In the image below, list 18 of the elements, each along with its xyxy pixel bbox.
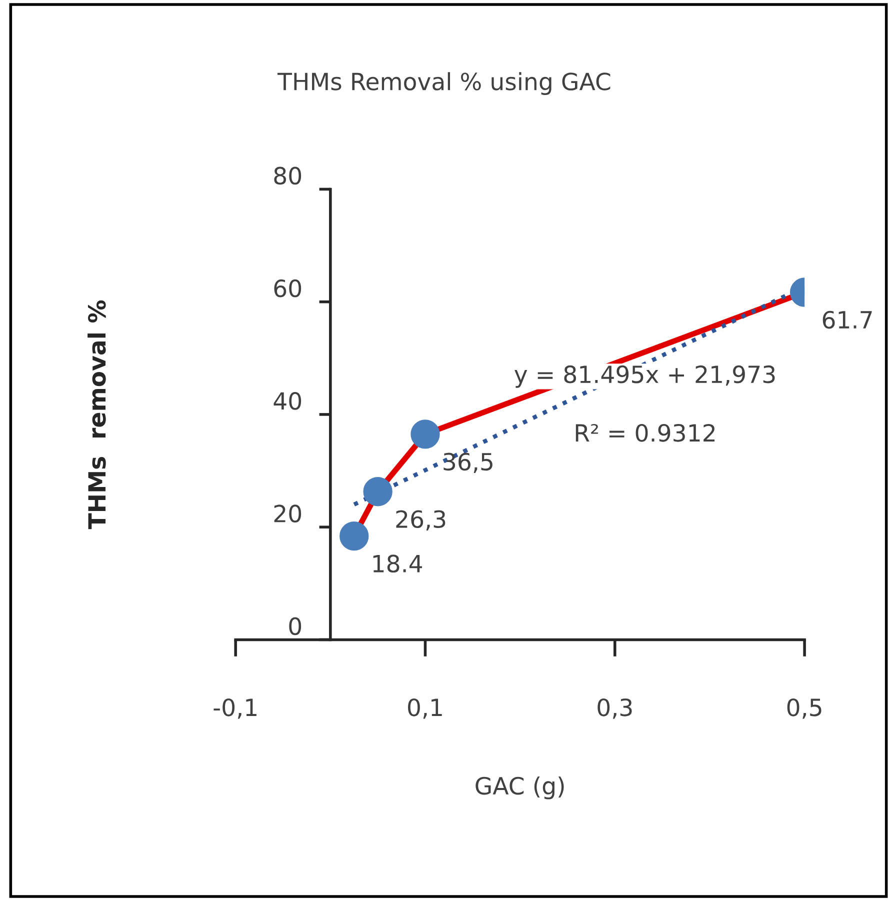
y-tick-label: 0 [289, 617, 302, 636]
y-tick-label: 60 [274, 279, 302, 298]
data-label: 18.4 [373, 554, 422, 573]
x-tick-label: 0,1 [408, 698, 442, 719]
y-tick-label: 40 [274, 392, 302, 410]
annotation: R² = 0.9312 [576, 424, 715, 442]
annotation: y = 81.495x + 21,973 [514, 365, 775, 388]
data-label: 61.7 [822, 310, 872, 329]
x-tick-label: 0,5 [787, 698, 822, 719]
data-label: 26,3 [396, 510, 446, 530]
chart-title: THMs Removal % using GAC [277, 72, 610, 96]
x-tick-label: 0,3 [598, 698, 632, 719]
y-tick-label: 20 [274, 504, 302, 523]
x-tick-label: -0,1 [214, 698, 256, 719]
x-axis-title: GAC (g) [476, 776, 564, 800]
data-label: 36,5 [444, 452, 492, 474]
y-axis-title: THMs removal % [88, 300, 106, 530]
y-tick-label: 80 [274, 166, 302, 185]
